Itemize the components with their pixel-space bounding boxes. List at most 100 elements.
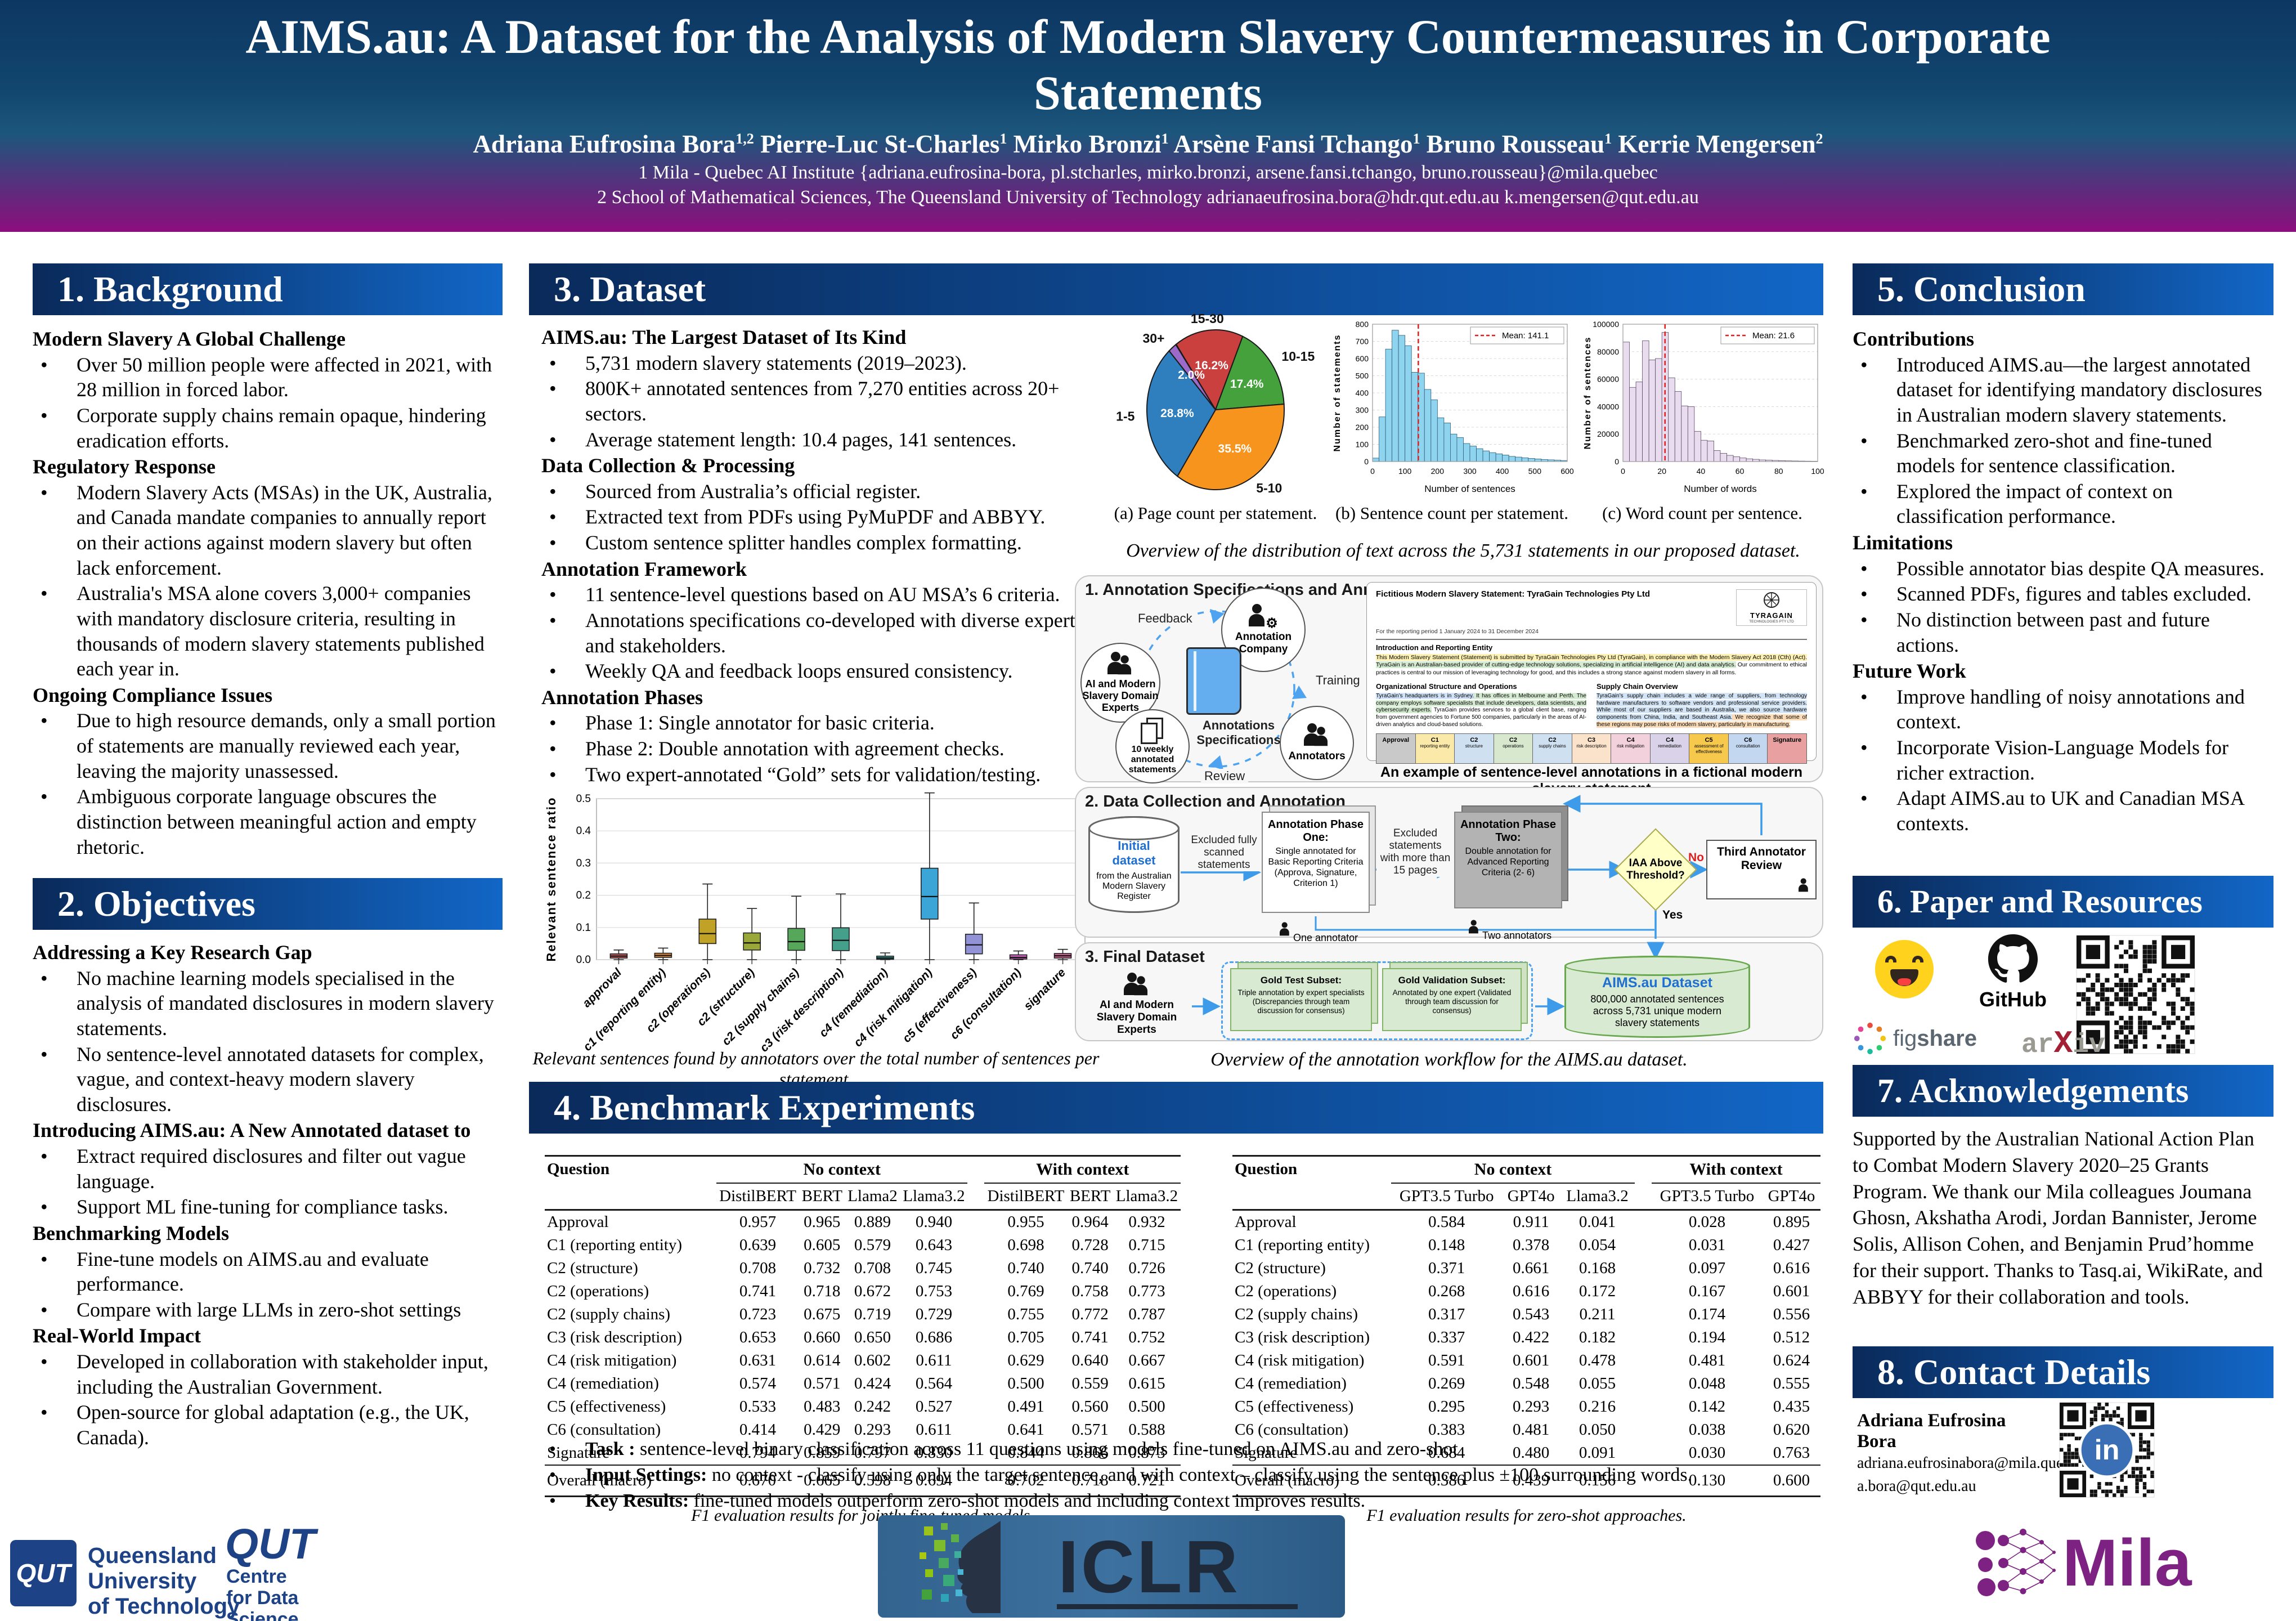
td: 0.715: [1128, 1236, 1165, 1254]
th: Llama3.2: [1113, 1183, 1181, 1211]
td: 0.422: [1513, 1328, 1550, 1346]
rect: [2147, 978, 2152, 983]
rect: [1733, 456, 1741, 462]
span-litext: Extract required disclosures and filter …: [77, 1145, 466, 1193]
benchmark-bullet: • Key Results: fine-tuned models outperfo…: [541, 1490, 1822, 1512]
no-label: No: [1688, 851, 1704, 864]
rect: [2105, 987, 2110, 992]
text: 0.3: [576, 857, 591, 869]
aims-dataset-cylinder: AIMS.au Dataset 800,000 annotated senten…: [1564, 956, 1750, 1038]
td: 0.873: [1128, 1444, 1165, 1462]
rect: [2135, 1478, 2139, 1482]
people-icon: [1107, 652, 1133, 678]
div-lsub: consultation: [1736, 744, 1760, 749]
bullet-item: • Corporate supply chains remain opaque, …: [33, 403, 503, 453]
section-header-background: 1. Background: [33, 263, 503, 315]
td: 0.650: [854, 1328, 891, 1346]
div-ltag: C3: [1587, 737, 1596, 744]
td: 0.640: [1071, 1351, 1109, 1369]
rect: [1668, 377, 1675, 462]
specs-label: Annotations Specifications: [1196, 718, 1281, 747]
rect: [2109, 1417, 2113, 1422]
rect: [2131, 1470, 2136, 1475]
span-dot: •: [549, 1439, 556, 1459]
annotation-phase-one-card: Annotation Phase One: Single annotated f…: [1262, 812, 1370, 913]
rect: [2119, 1044, 2124, 1049]
span-litext: 800K+ annotated sentences from 7,270 ent…: [585, 377, 1060, 425]
rect: [2138, 992, 2143, 997]
rect: [2109, 1011, 2114, 1016]
caption-workflow: Overview of the annotation workflow for …: [1210, 1049, 1688, 1070]
td-gapcol: [1635, 1210, 1652, 1234]
td-q: C2 (operations): [547, 1282, 649, 1300]
svg: in: [2059, 1402, 2155, 1498]
td: 0.686: [915, 1328, 953, 1346]
rect: [2128, 992, 2133, 997]
span-litext: Possible annotator bias despite QA measu…: [1896, 557, 2264, 580]
text: c3 (risk description): [757, 966, 846, 1054]
rect: [1622, 324, 1818, 462]
rect: [2152, 959, 2157, 964]
rect: [1379, 417, 1386, 462]
rect: [2127, 1474, 2132, 1479]
rect: [2105, 1403, 2109, 1407]
thead: Question No context With context GPT3.5 Tur…: [1232, 1156, 1820, 1211]
span-dot: •: [1860, 583, 1868, 606]
one-annotator-label: One annotator: [1276, 917, 1358, 944]
rect: [2114, 964, 2119, 969]
span-dot: •: [1860, 608, 1868, 631]
rect: [2128, 1001, 2133, 1006]
rect: [2139, 1474, 2143, 1479]
text: 2.0%: [1178, 369, 1205, 382]
rect: [2139, 1478, 2143, 1482]
th: GPT3.5 Turbo: [1651, 1183, 1763, 1211]
rect: [2162, 1015, 2167, 1020]
div-ltag: C4: [1666, 737, 1674, 744]
rect: [1642, 340, 1649, 462]
rect: [2074, 1448, 2079, 1452]
text: 0.2: [576, 890, 591, 902]
span-figtext: figshare: [1893, 1026, 1977, 1051]
td: 0.616: [1773, 1259, 1810, 1277]
td: 0.830: [915, 1444, 953, 1462]
path: [1315, 916, 1654, 931]
text: Number of sentences: [1424, 483, 1515, 494]
td: 0.629: [1007, 1351, 1044, 1369]
td-q: C5 (effectiveness): [547, 1398, 666, 1416]
text: 0.4: [576, 825, 591, 837]
text: 40: [1697, 467, 1706, 476]
rect: [1469, 446, 1477, 462]
text: 100: [1811, 467, 1824, 476]
contact-email-1: adriana.eufrosinabora@mila.quebec: [1857, 1454, 2086, 1472]
td: 0.293: [854, 1421, 891, 1439]
rect: [2150, 1470, 2154, 1475]
td: 0.753: [915, 1282, 953, 1300]
block-heading: Introducing AIMS.au: A New Annotated dat…: [33, 1119, 471, 1142]
td: 0.588: [1128, 1421, 1165, 1439]
circle: [1876, 1045, 1882, 1051]
rect: [2060, 1448, 2064, 1452]
rect: [2162, 983, 2167, 987]
span-litext: Weekly QA and feedback loops ensured con…: [585, 660, 1013, 683]
rect: [1398, 335, 1406, 462]
span-dot: •: [1860, 685, 1868, 708]
circle: [1976, 1531, 1995, 1550]
td-gapcol: [967, 1395, 984, 1418]
td: 0.741: [1071, 1328, 1109, 1346]
td: 0.130: [1651, 1465, 1763, 1497]
affiliation-2: 2 School of Mathematical Sciences, The Q…: [597, 186, 1699, 208]
rect: [2060, 1463, 2064, 1467]
rect: [2093, 1414, 2097, 1418]
block-heading: Real-World Impact: [33, 1324, 201, 1347]
td: 0.543: [1513, 1305, 1550, 1323]
td: 0.480: [1513, 1444, 1550, 1462]
gold-test-body: Triple annotation by expert specialists …: [1237, 988, 1365, 1015]
text: 0: [1615, 457, 1619, 466]
text: 20000: [1597, 429, 1619, 438]
div-lsub: operations: [1503, 744, 1524, 749]
table-row: C3 (risk description) 0.337 0.422 0.182 0.19…: [1232, 1326, 1820, 1349]
span-litext: Introduced AIMS.au—the largest annotated…: [1896, 353, 2262, 426]
th: Llama2: [845, 1183, 900, 1211]
span-litext: Key Results: fine-tuned models outperfor…: [585, 1490, 1366, 1511]
td: 0.653: [739, 1328, 777, 1346]
